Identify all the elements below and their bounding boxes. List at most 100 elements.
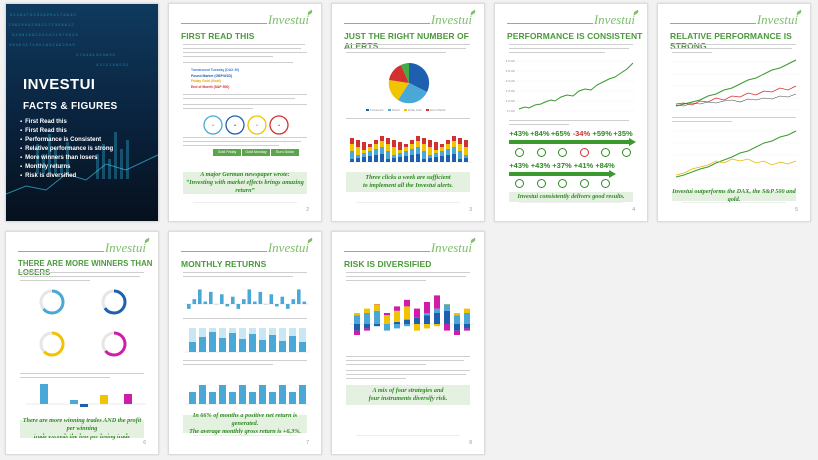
bar-mark xyxy=(452,136,456,141)
bar-mark xyxy=(458,151,462,159)
app-button[interactable]: Gold Monday xyxy=(242,149,270,156)
page-number: 3 xyxy=(469,207,472,213)
return-value: -34% xyxy=(572,129,591,138)
page-alerts[interactable]: Investui JUST THE RIGHT NUMBER OF ALERTS… xyxy=(331,3,485,222)
bar-mark xyxy=(356,155,360,158)
bar-mark xyxy=(416,141,420,147)
bar-mark xyxy=(404,147,408,151)
cover-page[interactable]: 5.1 2.8 4.7 5.9 3.3 8.2 9.4 1.7 6.6 4.0 … xyxy=(5,3,159,222)
callout-line: Investui outperforms the DAX, the S&P 50… xyxy=(672,187,796,203)
bar-mark xyxy=(299,342,306,352)
strategy-item: End of Month (S&P 500) xyxy=(191,84,230,89)
bar-mark xyxy=(259,340,266,352)
page-winners-losers[interactable]: Investui THERE ARE MORE WINNERS THAN LOS… xyxy=(5,231,159,455)
callout-box: There are more winning trades AND the pr… xyxy=(20,417,144,440)
brand-logo: Investui xyxy=(593,12,635,27)
bar-mark xyxy=(364,328,370,331)
svg-text:€ 25,000: € 25,000 xyxy=(506,70,516,73)
bar-mark xyxy=(434,157,438,162)
footer-rule xyxy=(682,202,786,208)
svg-text:Friday Gold: Friday Gold xyxy=(408,108,422,112)
bar-mark xyxy=(364,308,370,313)
footer-rule xyxy=(30,435,134,441)
bar-mark xyxy=(464,313,470,324)
return-value: +37% xyxy=(552,161,572,170)
bar-mark xyxy=(410,155,414,162)
cover-title: INVESTUI xyxy=(23,76,96,93)
bar-mark xyxy=(414,308,420,318)
bar-mark xyxy=(434,308,440,313)
cover-item[interactable]: First Read this xyxy=(20,127,113,136)
bar-mark xyxy=(446,155,450,162)
bar-mark xyxy=(404,156,408,162)
cover-item[interactable]: Risk is diversified xyxy=(20,172,113,181)
footer-rule xyxy=(193,435,297,441)
svg-text:+: + xyxy=(256,123,259,128)
brand-logo: Investui xyxy=(267,240,309,255)
bar-mark xyxy=(220,294,224,304)
bar-mark xyxy=(225,304,230,307)
bar-mark xyxy=(424,302,430,313)
bar-mark xyxy=(416,136,420,141)
page-number: 6 xyxy=(143,440,146,446)
return-value: +43% xyxy=(530,161,551,170)
bar-mark xyxy=(446,149,450,155)
bar-mark xyxy=(374,155,378,162)
bar-mark xyxy=(454,315,460,324)
bar-mark xyxy=(242,299,246,304)
bar-mark xyxy=(189,342,196,352)
page-title: JUST THE RIGHT NUMBER OF ALERTS xyxy=(344,31,469,51)
page-first-read-this[interactable]: Investui FIRST READ THIS Turnaround Tues… xyxy=(168,3,322,222)
return-value: +43% xyxy=(509,161,529,170)
svg-text:Pound: Pound xyxy=(392,108,400,112)
cover-item[interactable]: More winners than losers xyxy=(20,154,113,163)
page-number: 4 xyxy=(632,207,635,213)
callout-line: four instruments diversify risk. xyxy=(368,395,448,402)
bar-mark xyxy=(424,313,430,316)
bar-mark xyxy=(394,310,400,322)
bar-mark xyxy=(203,301,208,304)
cover-item[interactable]: Relative performance is strong xyxy=(20,145,113,154)
bar-mark xyxy=(286,304,290,309)
page-relative-performance[interactable]: Investui RELATIVE PERFORMANCE IS STRONG … xyxy=(657,3,811,222)
bar-mark xyxy=(444,310,450,324)
page-monthly-returns[interactable]: Investui MONTHLY RETURNS In 66% of month… xyxy=(168,231,322,455)
callout-box: A mix of four strategies and four instru… xyxy=(346,385,470,405)
cover-item[interactable]: Performance is Consistent xyxy=(20,136,113,145)
svg-text:+: + xyxy=(278,123,281,128)
bar-mark xyxy=(444,304,450,311)
bar-mark xyxy=(374,140,378,144)
bar-mark xyxy=(356,147,360,155)
strategy-list: Turnaround Tuesday (DAX 30) Pound Market… xyxy=(191,68,239,90)
app-button[interactable]: Euro Dollar xyxy=(271,149,299,156)
bar-mark xyxy=(354,313,360,316)
svg-text:9.5 4.6 3.1 7.4 8.0 1.8 5.2 6.: 9.5 4.6 3.1 7.4 8.0 1.8 5.2 6.8 2.9 4.9 xyxy=(9,42,75,47)
page-risk-diversified[interactable]: Investui RISK IS DIVERSIFIED A mix of fo… xyxy=(331,231,485,455)
bar-mark xyxy=(386,159,390,162)
leaf-icon xyxy=(306,9,314,16)
bar-mark xyxy=(189,328,196,352)
bar-mark xyxy=(302,301,307,304)
callout-box: Three clicks a week are sufficient to im… xyxy=(346,172,470,192)
alerts-pie-chart: Turnaround Pound Friday Gold End of Mont… xyxy=(366,62,446,112)
page-number: 8 xyxy=(469,440,472,446)
bar-mark xyxy=(410,140,414,144)
callout-line: The average monthly gross return is +6,3… xyxy=(189,428,301,436)
app-button[interactable]: Gold Friday xyxy=(213,149,241,156)
bar-mark xyxy=(392,158,396,162)
bar-mark xyxy=(434,324,440,327)
bar-mark xyxy=(424,315,430,324)
bar-mark xyxy=(394,306,400,311)
svg-text:+: + xyxy=(212,123,215,128)
bar-mark xyxy=(410,149,414,155)
bar-mark xyxy=(249,392,256,404)
bar-mark xyxy=(291,299,296,304)
strategy-item: Pound Market (GBP/USD) xyxy=(191,73,233,78)
cover-item[interactable]: First Read this xyxy=(20,118,113,127)
page-performance-consistent[interactable]: Investui PERFORMANCE IS CONSISTENT € 30,… xyxy=(494,3,648,222)
yearly-returns-row-1: +43% +84% +65% -34% +59% +35% xyxy=(509,129,633,138)
bar-mark xyxy=(368,156,372,162)
return-value: +59% xyxy=(592,129,612,138)
svg-text:2.7 6.4 8.1 3.6 5.8 9.0: 2.7 6.4 8.1 3.6 5.8 9.0 xyxy=(76,52,116,57)
cover-item[interactable]: Monthly returns xyxy=(20,163,113,172)
